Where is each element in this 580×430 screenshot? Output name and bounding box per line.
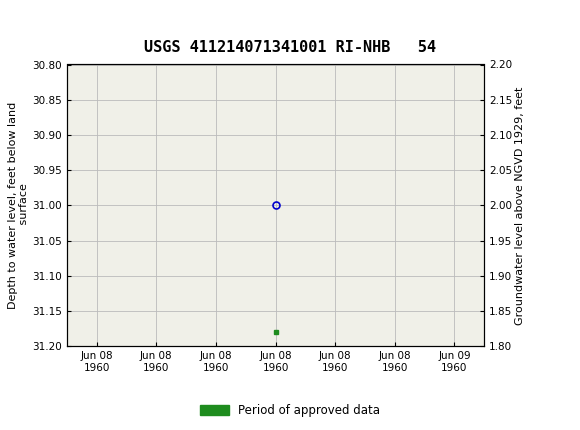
Text: ≡USGS: ≡USGS [12, 13, 88, 32]
Y-axis label: Depth to water level, feet below land
 surface: Depth to water level, feet below land su… [8, 102, 29, 309]
Y-axis label: Groundwater level above NGVD 1929, feet: Groundwater level above NGVD 1929, feet [515, 86, 525, 325]
Legend: Period of approved data: Period of approved data [195, 399, 385, 422]
Text: USGS 411214071341001 RI-NHB   54: USGS 411214071341001 RI-NHB 54 [144, 40, 436, 55]
